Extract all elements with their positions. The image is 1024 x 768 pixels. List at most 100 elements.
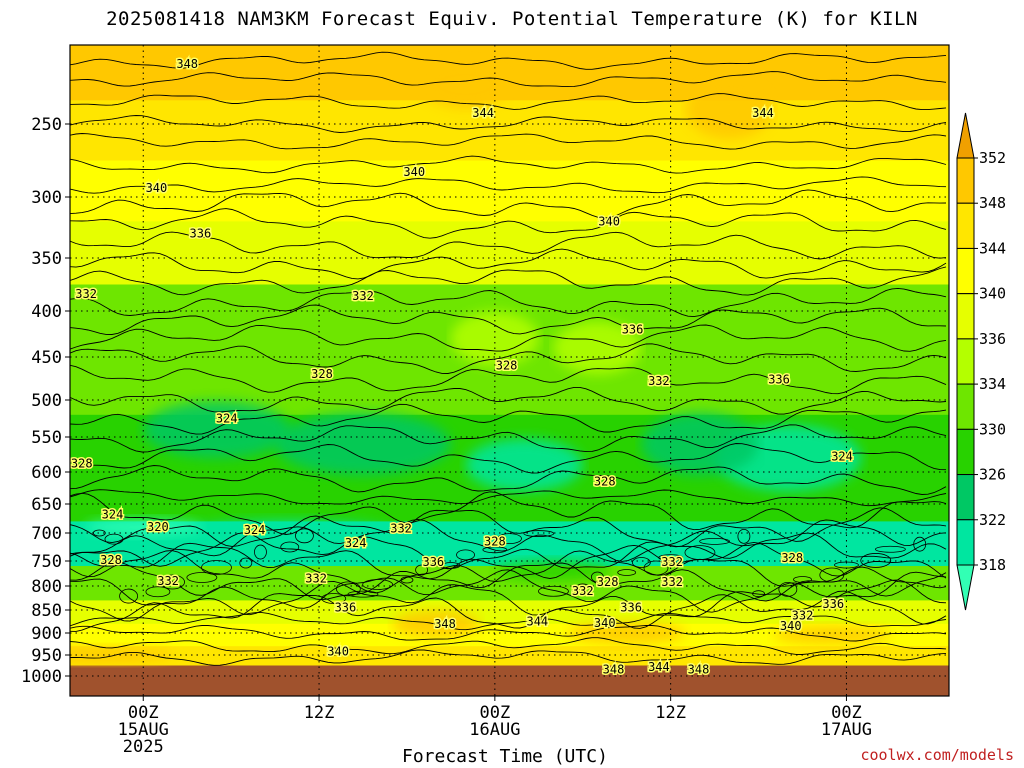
contour-label: 336 <box>335 601 357 615</box>
contour-label: 344 <box>472 106 494 120</box>
colorbar-label: 336 <box>979 330 1006 348</box>
contour-line <box>70 248 947 280</box>
contour-line <box>70 550 947 594</box>
y-tick-label: 400 <box>31 302 62 322</box>
contour-line <box>70 649 947 666</box>
contour-cell <box>335 581 361 597</box>
contour-label: 332 <box>157 574 179 588</box>
contour-cell <box>186 572 218 583</box>
contour-cell <box>362 579 394 590</box>
contour-lines <box>70 51 947 666</box>
contour-label: 344 <box>526 615 548 629</box>
contour-line <box>70 624 947 642</box>
colorbar-segment <box>956 383 975 430</box>
contour-cell <box>119 588 139 604</box>
contour-label: 332 <box>792 609 814 623</box>
contour-line <box>70 231 947 260</box>
contour-line <box>70 93 947 111</box>
y-tick-label: 800 <box>31 577 62 597</box>
grid-lines <box>70 45 949 696</box>
contour-cell <box>684 545 716 560</box>
contour-label: 332 <box>572 584 594 598</box>
colorbar-label: 334 <box>979 375 1006 393</box>
contour-label: 332 <box>390 521 412 535</box>
contour-cell <box>201 560 232 575</box>
field-band <box>70 646 949 667</box>
colorbar-top-arrow <box>956 112 975 159</box>
contour-cell <box>778 581 798 597</box>
x-tick-label: 15AUG <box>118 720 169 740</box>
contour-line <box>70 133 947 150</box>
field-band <box>70 221 949 286</box>
colorbar-segment <box>956 202 975 249</box>
contour-cell <box>280 541 300 553</box>
contour-cell <box>400 576 414 584</box>
y-tick-label: 250 <box>31 115 62 135</box>
colorbar-segment <box>956 519 975 566</box>
y-axis: 250 300 350 400 450 500 550 600 650 700 750 800 850 9… <box>21 115 70 687</box>
contour-cell <box>699 538 730 545</box>
colorbar-label: 322 <box>979 511 1006 529</box>
contour-line <box>70 51 947 70</box>
contour-line <box>70 324 947 352</box>
field-blob <box>143 401 290 458</box>
contour-line <box>70 287 947 318</box>
contour-line <box>70 403 947 435</box>
contour-label: 332 <box>661 575 683 589</box>
contour-cell <box>538 585 569 597</box>
chart-title: 2025081418 NAM3KM Forecast Equiv. Potent… <box>106 8 918 30</box>
contour-cell <box>819 567 845 583</box>
contour-cell <box>860 553 892 568</box>
contour-label: 340 <box>594 616 616 630</box>
contour-label: 336 <box>622 322 644 336</box>
contour-cell <box>145 586 171 598</box>
colorbar-label: 326 <box>979 466 1006 484</box>
x-tick-label: 00Z <box>831 703 862 723</box>
field-blob <box>187 520 393 546</box>
plot-frame <box>69 44 950 697</box>
contour-label: 348 <box>434 617 456 631</box>
contour-label: 336 <box>822 597 844 611</box>
x-axis-label: Forecast Time (UTC) <box>402 746 608 767</box>
colorbar-segment <box>956 338 975 385</box>
contour-cell <box>617 569 637 576</box>
surface-layer <box>70 665 949 696</box>
contour-cell <box>497 533 522 544</box>
contour-cell <box>347 590 379 598</box>
contour-label: 340 <box>327 644 349 658</box>
y-tick-label: 650 <box>31 495 62 515</box>
contour-line <box>70 579 947 622</box>
contour-label: 324 <box>216 412 238 426</box>
contour-cell <box>239 557 253 569</box>
contour-line <box>70 71 947 88</box>
contour-label: 348 <box>176 57 198 71</box>
field-blob <box>773 626 891 644</box>
field-blob <box>275 412 451 476</box>
contour-cell <box>456 549 475 561</box>
field-blob <box>421 60 510 109</box>
colorbar-label: 330 <box>979 420 1006 438</box>
colorbar-label: 348 <box>979 194 1006 212</box>
colorbar: 352 348 344 340 336 334 330 326 322 318 <box>956 112 1006 611</box>
contour-line <box>70 115 947 133</box>
field-band <box>70 100 949 162</box>
contour-line <box>70 386 947 415</box>
contour-cell <box>415 564 429 576</box>
contour-line <box>70 155 947 174</box>
x-tick-label: 00Z <box>479 703 510 723</box>
x-tick-label: 12Z <box>304 703 335 723</box>
contour-label: 328 <box>496 359 518 373</box>
y-tick-label: 1000 <box>21 667 62 687</box>
field-blob <box>685 77 774 139</box>
y-tick-label: 750 <box>31 552 62 572</box>
field-blob <box>553 321 642 375</box>
contour-label: 332 <box>75 287 97 301</box>
contour-label: 324 <box>102 507 124 521</box>
y-tick-label: 350 <box>31 249 62 269</box>
colorbar-label: 318 <box>979 556 1006 574</box>
contour-label: 336 <box>190 227 212 241</box>
y-tick-label: 450 <box>31 348 62 368</box>
watermark: coolwx.com/models <box>860 746 1014 764</box>
field-band <box>70 623 949 648</box>
